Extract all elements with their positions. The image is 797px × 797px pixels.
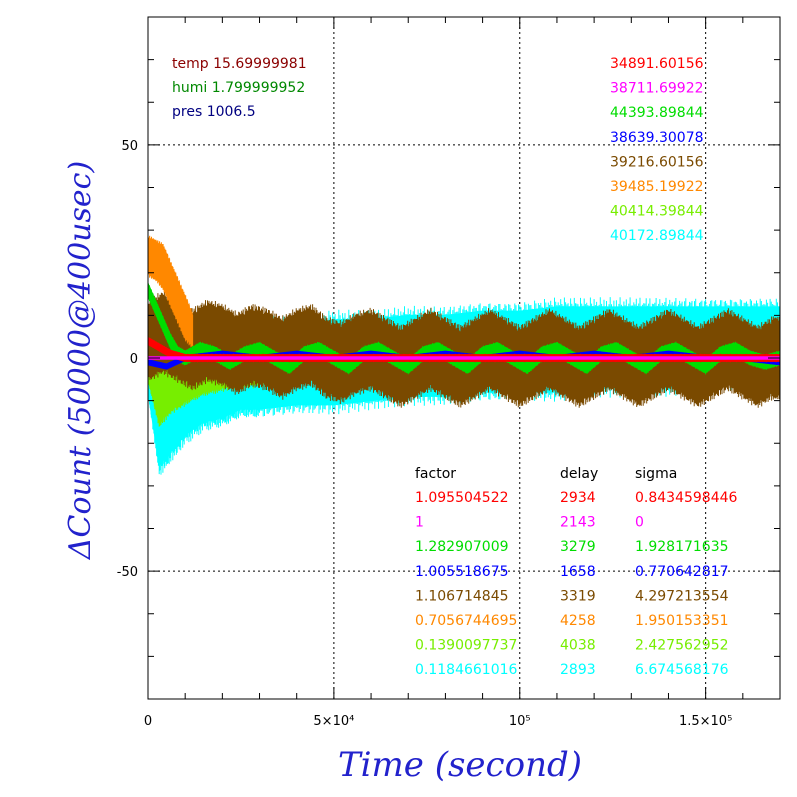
table-cell-sigma: 0: [635, 515, 644, 531]
table-cell-sigma: 2.427562952: [635, 638, 729, 654]
table-cell-sigma: 4.297213554: [635, 588, 729, 604]
x-axis-label: Time (second): [338, 745, 582, 785]
y-axis-label: ΔCount (50000@400usec): [63, 161, 98, 560]
env-text: humi 1.799999952: [172, 80, 305, 96]
table-cell-delay: 1658: [560, 564, 596, 580]
x-tick-label: 5×10⁴: [313, 714, 354, 729]
table-cell-delay: 2143: [560, 515, 596, 531]
table-cell-factor: 1.282907009: [415, 539, 509, 555]
env-text: temp 15.69999981: [172, 56, 307, 72]
x-tick-label: 10⁵: [509, 714, 531, 729]
series-value-text: 40172.89844: [610, 228, 704, 244]
series-layer: [147, 235, 781, 475]
table-cell-delay: 3319: [560, 588, 596, 604]
table-cell-delay: 2934: [560, 490, 596, 506]
table-cell-sigma: 6.674568176: [635, 662, 729, 678]
series-value-text: 38639.30078: [610, 130, 704, 146]
y-tick-label: 0: [130, 352, 138, 367]
table-cell-sigma: 0.770642817: [635, 564, 729, 580]
table-cell-delay: 4038: [560, 638, 596, 654]
table-cell-sigma: 0.8434598446: [635, 490, 738, 506]
axis-ticks: [147, 16, 781, 700]
table-cell-sigma: 1.928171635: [635, 539, 729, 555]
table-cell-factor: 1: [415, 515, 424, 531]
table-header: factor: [415, 466, 456, 482]
table-cell-factor: 0.1184661016: [415, 662, 518, 678]
table-header: sigma: [635, 466, 677, 482]
table-cell-sigma: 1.950153351: [635, 613, 729, 629]
series-7: [147, 356, 781, 360]
series-value-text: 40414.39844: [610, 204, 704, 220]
table-header: delay: [560, 466, 598, 482]
tick-labels: 0 5×10⁴ 10⁵ 1.5×10⁵ -50 0 50: [117, 139, 733, 729]
table-cell-delay: 2893: [560, 662, 596, 678]
table-cell-factor: 1.095504522: [415, 490, 509, 506]
x-tick-label: 0: [144, 714, 152, 729]
table-cell-factor: 0.7056744695: [415, 613, 517, 629]
info-texts: temp 15.69999981 humi 1.799999952 pres 100…: [172, 56, 738, 678]
series-value-text: 34891.60156: [610, 56, 704, 72]
table-cell-factor: 0.1390097737: [415, 638, 517, 654]
x-tick-label: 1.5×10⁵: [679, 714, 732, 729]
series-value-text: 39216.60156: [610, 154, 704, 170]
table-cell-delay: 4258: [560, 613, 596, 629]
table-cell-delay: 3279: [560, 539, 596, 555]
series-value-text: 44393.89844: [610, 105, 704, 121]
y-tick-label: -50: [117, 565, 138, 580]
table-cell-factor: 1.005518675: [415, 564, 509, 580]
series-value-text: 39485.19922: [610, 179, 704, 195]
series-value-text: 38711.69922: [610, 81, 704, 97]
table-cell-factor: 1.106714845: [415, 588, 509, 604]
y-tick-label: 50: [121, 139, 138, 154]
env-text: pres 1006.5: [172, 104, 256, 120]
